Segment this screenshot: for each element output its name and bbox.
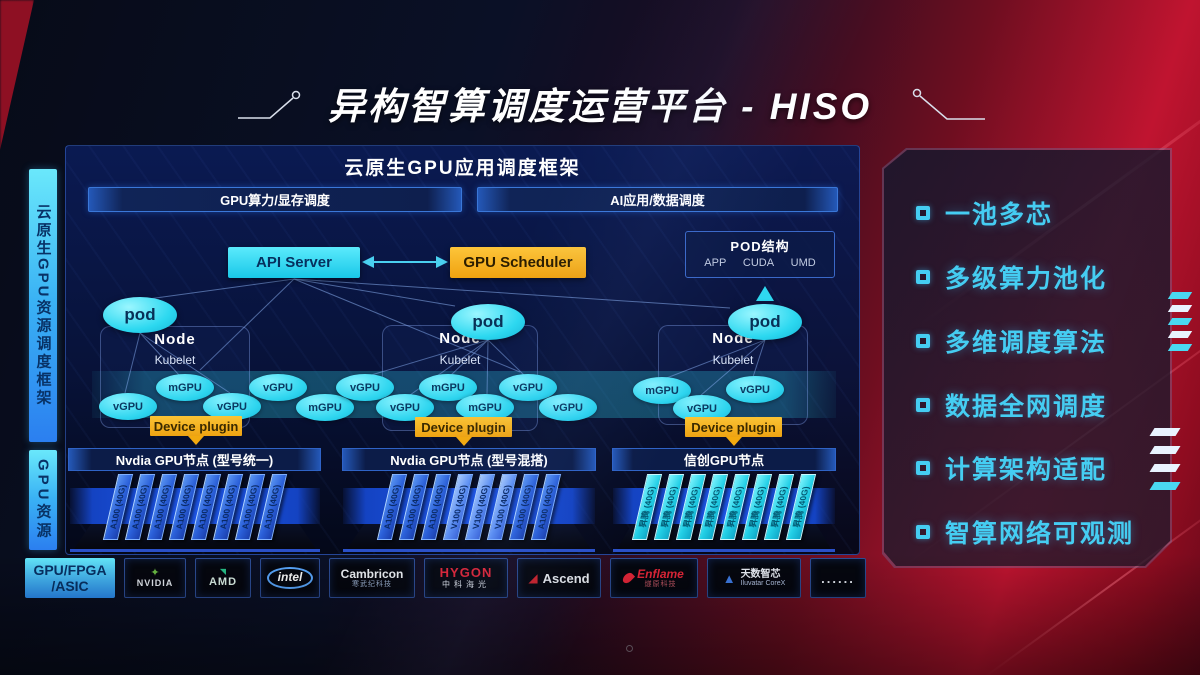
cambricon-sub: 寒武纪科技 [352, 581, 392, 589]
pod-structure-title: POD结构 [686, 236, 834, 255]
device-plugin-2: Device plugin [415, 417, 512, 446]
gpu-ellipse: mGPU [156, 374, 214, 401]
ascend-logo-icon: ◢ [528, 572, 537, 584]
pod-ellipse-2: pod [451, 304, 525, 340]
vendor-intel: intel [260, 558, 320, 598]
iluvatar-sub: Iluvatar CoreX [741, 580, 786, 588]
gpu-ellipse: vGPU [203, 393, 261, 420]
vendor-more: ...... [810, 558, 866, 598]
ascend-wordmark: Ascend [543, 571, 590, 586]
stack-platform-edge [613, 549, 835, 552]
gpu-ellipse: vGPU [249, 374, 307, 401]
node-group-bar-uniform: Nvdia GPU节点 (型号统一) [68, 448, 321, 471]
rail-gpu-resources: GPU资源 [29, 450, 57, 550]
vendor-nvidia: ✦ NVIDIA [124, 558, 186, 598]
square-bullet-icon [916, 525, 930, 539]
device-plugin-3: Device plugin [685, 417, 782, 446]
gpu-stack-uniform: A100 (40G) A100 (40G) A100 (40G) A100 (4… [70, 472, 320, 552]
pod-ellipse-1: pod [103, 297, 177, 333]
square-bullet-icon [916, 398, 930, 412]
feature-item: 计算架构适配 [916, 450, 1107, 486]
feature-item: 智算网络可观测 [916, 514, 1134, 550]
bar-gpu-compute-scheduling: GPU算力/显存调度 [88, 187, 462, 212]
node-group-bar-mixed: Nvdia GPU节点 (型号混搭) [342, 448, 596, 471]
gpu-ellipse: mGPU [296, 394, 354, 421]
vendor-iluvatar: ▲ 天数智芯 Iluvatar CoreX [707, 558, 801, 598]
gpu-stack-mixed: A100 (40G) A100 (40G) A100 (40G) V100 (4… [343, 472, 595, 552]
pod-layer-app: APP [704, 257, 726, 269]
square-bullet-icon [916, 206, 930, 220]
feature-item: 多维调度算法 [916, 323, 1107, 359]
hardware-label: GPU/FPGA /ASIC [25, 558, 115, 598]
vendor-enflame: Enflame 燧原科技 [610, 558, 698, 598]
enflame-wordmark: Enflame [637, 567, 684, 581]
intel-logo: intel [266, 567, 314, 589]
rail-cloud-native-framework: 云原生GPU资源调度框架 [29, 169, 57, 442]
gpu-scheduler-box: GPU Scheduler [450, 247, 586, 278]
pod-layer-umd: UMD [791, 257, 816, 269]
nvidia-logo-icon: ✦ [150, 567, 159, 579]
square-bullet-icon [916, 270, 930, 284]
kubelet-label-2: Kubelet [382, 353, 538, 367]
footer-dot [626, 645, 633, 652]
square-bullet-icon [916, 461, 930, 475]
kubelet-label-3: Kubelet [658, 353, 808, 367]
enflame-sub: 燧原科技 [645, 581, 677, 589]
feature-item: 多级算力池化 [916, 259, 1107, 295]
nvidia-wordmark: NVIDIA [137, 578, 174, 589]
vendor-amd: ◥ AMD [195, 558, 251, 598]
node-group-bar-xinchuang: 信创GPU节点 [612, 448, 836, 471]
kubelet-label-1: Kubelet [100, 353, 250, 367]
vendor-ascend: ◢ Ascend [517, 558, 601, 598]
square-bullet-icon [916, 334, 930, 348]
feature-panel-bg [884, 150, 1170, 566]
node-label-1: Node [100, 331, 250, 348]
gpu-ellipse: vGPU [336, 374, 394, 401]
feature-item: 数据全网调度 [916, 387, 1107, 423]
panel-title: 云原生GPU应用调度框架 [65, 153, 860, 180]
bar-ai-app-data-scheduling: AI应用/数据调度 [477, 187, 838, 212]
page-title: 异构智算调度运营平台 - HISO [0, 76, 1200, 130]
cambricon-wordmark: Cambricon [341, 567, 404, 581]
gpu-ellipse: vGPU [376, 394, 434, 421]
gpu-ellipse: vGPU [539, 394, 597, 421]
gpu-stack-xinchuang: 昇腾 (40G) 昇腾 (40G) 昇腾 (40G) 昇腾 (40G) 昇腾 (… [613, 472, 835, 552]
hygon-wordmark: HYGON [440, 566, 493, 581]
gpu-ellipse: vGPU [499, 374, 557, 401]
amd-logo-icon: ◥ [220, 567, 226, 576]
hygon-sub: 中科海光 [442, 580, 490, 590]
pod-ellipse-3: pod [728, 304, 802, 340]
vendor-cambricon: Cambricon 寒武纪科技 [329, 558, 415, 598]
feature-item: 一池多芯 [916, 195, 1053, 231]
pod-layer-cuda: CUDA [743, 257, 774, 269]
stack-platform-edge [70, 549, 320, 552]
vendor-hygon: HYGON 中科海光 [424, 558, 508, 598]
iluvatar-logo-icon: ▲ [723, 572, 736, 585]
gpu-ellipse: mGPU [456, 394, 514, 421]
hardware-vendor-row: GPU/FPGA /ASIC ✦ NVIDIA ◥ AMD intel Camb… [25, 558, 866, 598]
gpu-ellipse: vGPU [726, 376, 784, 403]
iluvatar-wordmark: 天数智芯 [741, 569, 781, 580]
more-vendors-dots: ...... [821, 571, 855, 586]
device-plugin-1: Device plugin [150, 416, 242, 445]
gpu-ellipse: vGPU [99, 393, 157, 420]
api-server-box: API Server [228, 247, 360, 278]
feature-panel-frame [882, 148, 1172, 568]
pod-structure-box: POD结构 APP CUDA UMD [685, 231, 835, 278]
amd-wordmark: AMD [209, 576, 237, 588]
stack-platform-edge [343, 549, 595, 552]
